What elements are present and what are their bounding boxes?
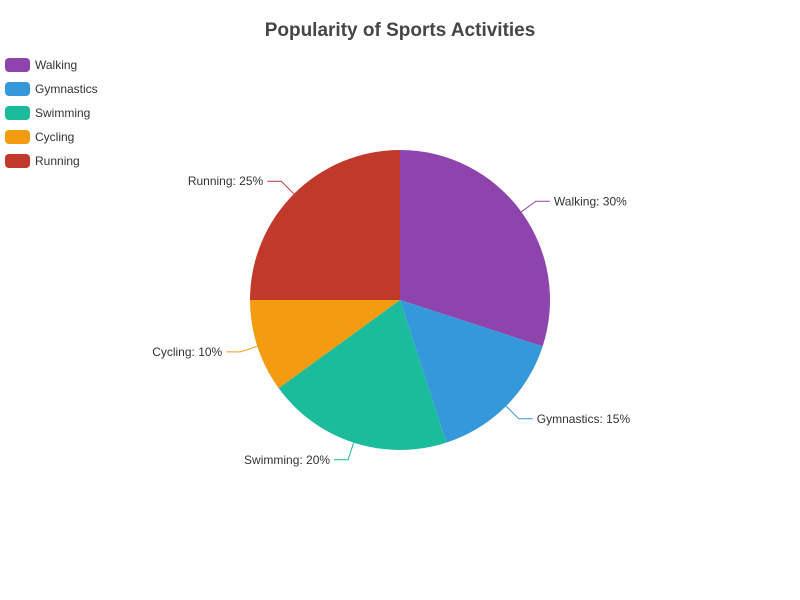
slice-label: Running: 25% xyxy=(188,174,264,188)
chart-title: Popularity of Sports Activities xyxy=(264,20,536,41)
leader-line xyxy=(334,442,355,461)
pie-slice-walking[interactable] xyxy=(400,150,550,347)
pie-slice-cycling[interactable] xyxy=(250,300,400,389)
leader-line xyxy=(521,200,550,213)
slice-label: Walking: 30% xyxy=(554,194,627,208)
legend-label: Swimming xyxy=(35,106,91,120)
legend-item-cycling[interactable]: Cycling xyxy=(5,125,98,149)
legend-item-walking[interactable]: Walking xyxy=(5,53,98,77)
legend-label: Gymnastics xyxy=(35,82,98,96)
legend-swatch xyxy=(5,82,30,96)
pie-slice-running[interactable] xyxy=(250,150,400,300)
legend-swatch xyxy=(5,58,30,72)
leader-line xyxy=(267,180,295,195)
legend-item-swimming[interactable]: Swimming xyxy=(5,101,98,125)
slice-label: Cycling: 10% xyxy=(152,345,222,359)
slice-label: Swimming: 20% xyxy=(244,453,330,467)
legend-label: Running xyxy=(35,154,80,168)
legend: Walking Gymnastics Swimming Cycling Running xyxy=(5,53,98,173)
legend-item-running[interactable]: Running xyxy=(5,149,98,173)
legend-label: Walking xyxy=(35,58,78,72)
slice-label: Gymnastics: 15% xyxy=(537,412,631,426)
legend-swatch xyxy=(5,106,30,120)
pie-slice-swimming[interactable] xyxy=(278,300,447,451)
legend-swatch xyxy=(5,154,30,168)
legend-item-gymnastics[interactable]: Gymnastics xyxy=(5,77,98,101)
legend-swatch xyxy=(5,130,30,144)
leader-line xyxy=(505,405,533,420)
leader-line xyxy=(226,345,258,353)
legend-label: Cycling xyxy=(35,130,75,144)
pie-slice-gymnastics[interactable] xyxy=(400,300,543,443)
